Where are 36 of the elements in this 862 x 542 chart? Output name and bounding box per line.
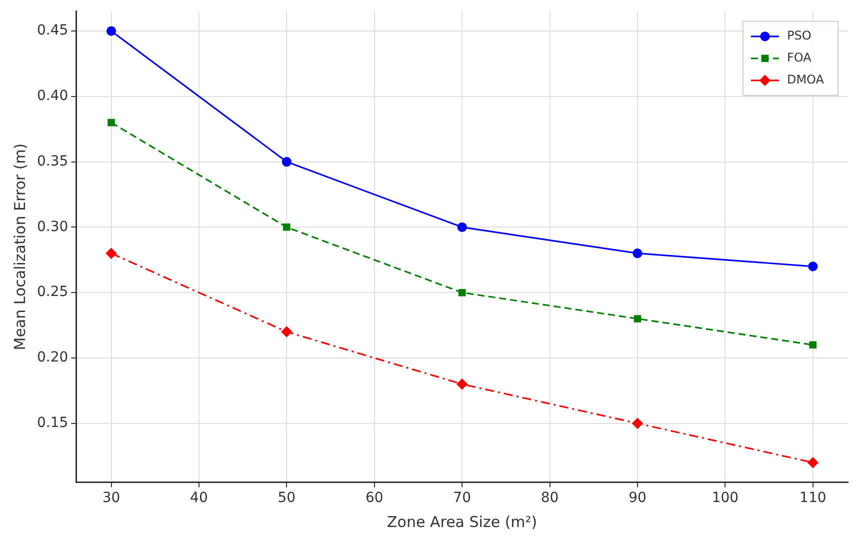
point [458,288,466,296]
point [457,222,467,232]
x-tick-label: 40 [190,490,208,506]
point [283,224,290,231]
y-tick-label: 0.40 [37,88,68,104]
y-tick-label: 0.25 [37,284,68,300]
y-axis-title: Mean Localization Error (m) [10,143,29,350]
point [456,378,468,390]
point [281,326,292,338]
legend-label: PSO [786,28,812,43]
point [108,118,115,126]
point [808,262,818,272]
y-tick-label: 0.45 [37,22,68,39]
point [632,248,642,258]
point [632,418,643,429]
point [282,156,292,167]
x-tick-label: 70 [453,490,471,506]
x-tick-label: 50 [278,490,296,506]
x-tick-label: 100 [712,490,739,506]
x-axis-title: Zone Area Size (m²) [387,512,538,531]
point [808,457,818,468]
y-tick-label: 0.20 [37,350,68,366]
point [634,315,642,322]
y-tick-label: 0.15 [37,414,68,431]
y-tick-label: 0.35 [37,153,68,170]
point [106,248,117,259]
x-tick-label: 90 [628,490,646,506]
point [809,341,817,349]
legend-label: DMOA [786,72,825,87]
x-tick-label: 80 [540,490,559,506]
x-tick-label: 110 [800,490,826,506]
y-tick-label: 0.30 [37,218,68,235]
x-tick-label: 60 [365,490,384,506]
x-tick-label: 30 [102,490,120,506]
point [106,26,116,36]
legend-label: FOA [786,50,812,65]
